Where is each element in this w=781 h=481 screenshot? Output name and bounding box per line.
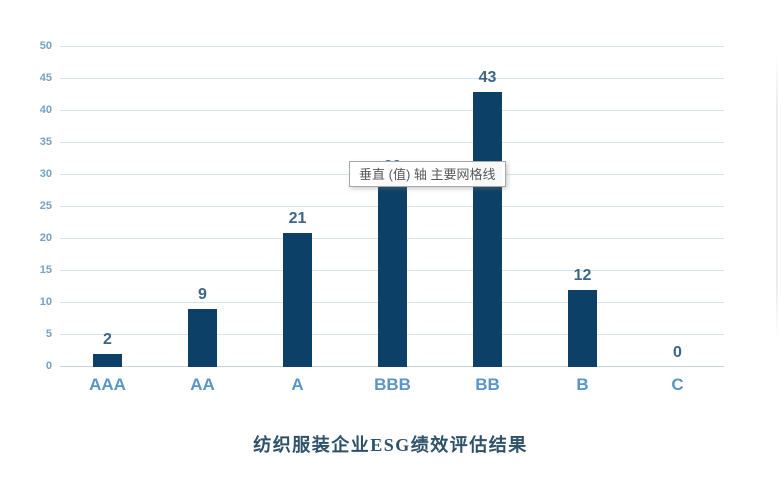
bar-AA[interactable] (188, 309, 217, 367)
ytick-label-25[interactable]: 25 (39, 200, 52, 212)
chart-title[interactable]: 纺织服装企业ESG绩效评估结果 (253, 435, 528, 455)
bar-AAA[interactable] (93, 354, 122, 367)
ytick-label-35[interactable]: 35 (39, 136, 52, 148)
bar-BB[interactable] (473, 91, 502, 367)
category-label-A[interactable]: A (291, 375, 304, 394)
window-edge-line (776, 55, 778, 340)
gridline-40[interactable] (60, 110, 724, 111)
ytick-label-50[interactable]: 50 (39, 40, 52, 52)
value-label-A[interactable]: 21 (288, 209, 307, 227)
gridlines-hover-tooltip: 垂直 (值) 轴 主要网格线 (349, 161, 506, 187)
ytick-label-30[interactable]: 30 (39, 168, 52, 180)
bar-A[interactable] (283, 232, 312, 367)
value-label-B[interactable]: 12 (573, 267, 592, 285)
ytick-label-15[interactable]: 15 (39, 264, 52, 276)
ytick-label-10[interactable]: 10 (39, 296, 52, 308)
ytick-label-45[interactable]: 45 (39, 72, 52, 84)
category-label-BBB[interactable]: BBB (374, 375, 411, 394)
ytick-label-5[interactable]: 5 (45, 328, 52, 340)
ytick-label-40[interactable]: 40 (39, 104, 52, 116)
bar-BBB[interactable] (378, 181, 407, 367)
gridline-35[interactable] (60, 142, 724, 143)
gridline-50[interactable] (60, 46, 724, 47)
value-label-BB[interactable]: 43 (478, 68, 497, 86)
category-label-C[interactable]: C (671, 375, 684, 394)
value-label-C[interactable]: 0 (673, 344, 682, 361)
value-label-AA[interactable]: 9 (198, 286, 207, 304)
bar-B[interactable] (568, 290, 597, 367)
ytick-label-0[interactable]: 0 (45, 360, 52, 372)
category-label-B[interactable]: B (576, 375, 589, 394)
category-label-BB[interactable]: BB (475, 375, 500, 394)
category-label-AAA[interactable]: AAA (89, 375, 126, 394)
tooltip-text: 垂直 (值) 轴 主要网格线 (359, 167, 496, 182)
category-label-AA[interactable]: AA (190, 375, 215, 394)
ytick-label-20[interactable]: 20 (39, 232, 52, 244)
value-label-AAA[interactable]: 2 (103, 331, 112, 349)
gridline-45[interactable] (60, 78, 724, 79)
